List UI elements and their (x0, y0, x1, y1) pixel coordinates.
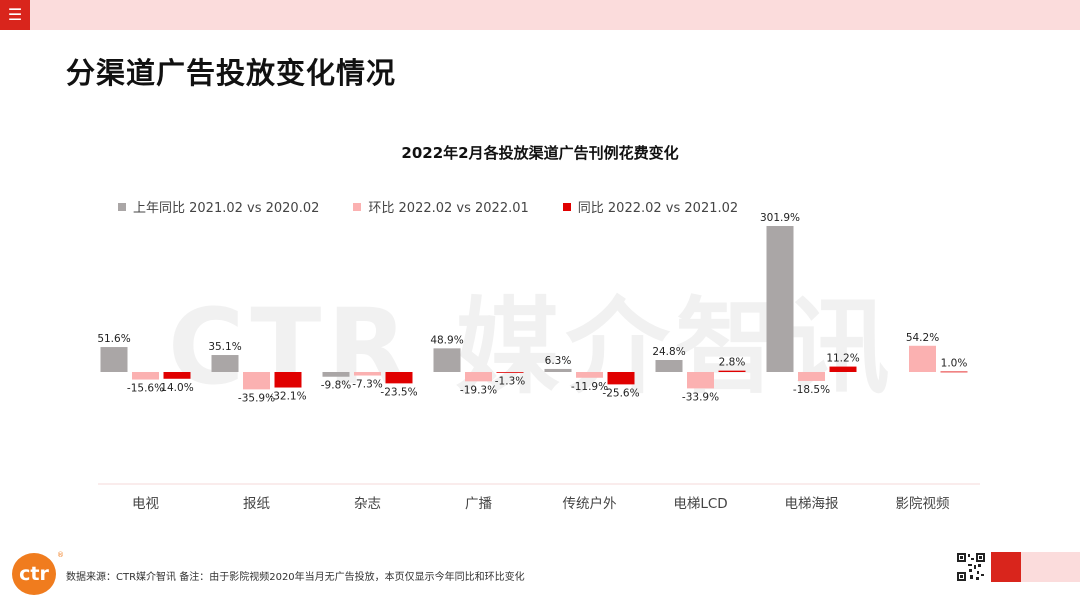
bar-2 (465, 372, 492, 382)
legend-swatch-mom (353, 202, 362, 211)
data-label: 48.9% (430, 334, 463, 346)
corner-block-pink (1021, 552, 1080, 582)
bar-2 (243, 372, 270, 390)
data-label: -25.6% (602, 387, 639, 399)
legend-item-yoy-prev: 上年同比 2021.02 vs 2020.02 (118, 197, 319, 216)
legend-item-yoy: 同比 2022.02 vs 2021.02 (562, 197, 739, 216)
data-label: -18.5% (793, 384, 830, 396)
menu-icon[interactable]: ☰ (0, 0, 30, 30)
data-label: -15.6% (127, 383, 164, 395)
data-label: 35.1% (208, 341, 241, 353)
bar-3 (163, 372, 191, 379)
bar-3 (718, 370, 746, 372)
page-title: 分渠道广告投放变化情况 (66, 56, 397, 90)
bar-2 (576, 372, 603, 378)
bar-1 (655, 360, 683, 372)
bar-2 (354, 372, 381, 376)
data-label: 1.0% (941, 358, 968, 370)
bar-1 (544, 368, 572, 372)
data-label: 2.8% (719, 357, 746, 369)
category-label: 报纸 (243, 496, 270, 512)
category-label: 传统户外 (563, 495, 617, 512)
data-label: -11.9% (571, 381, 608, 393)
chart-legend: 上年同比 2021.02 vs 2020.02 环比 2022.02 vs 20… (118, 197, 738, 216)
bar-3 (607, 372, 635, 385)
data-label: -19.3% (460, 384, 497, 396)
data-label: -33.9% (682, 391, 719, 403)
category-label: 影院视频 (896, 496, 950, 512)
bar-1 (766, 226, 794, 372)
category-label: 电梯LCD (673, 496, 727, 512)
bar-3 (829, 366, 857, 372)
data-label: 6.3% (545, 355, 572, 367)
source-note: 数据来源：CTR媒介智讯 备注：由于影院视频2020年当月无广告投放，本页仅显示… (66, 572, 525, 583)
chart-title: 2022年2月各投放渠道广告刊例花费变化 (401, 144, 679, 162)
legend-label: 同比 2022.02 vs 2021.02 (577, 201, 739, 216)
legend-swatch-yoy (562, 202, 571, 211)
corner-block-red (991, 552, 1021, 582)
bar-3 (385, 372, 413, 384)
data-label: -32.1% (269, 391, 306, 403)
bar-2 (687, 372, 714, 389)
category-label: 杂志 (354, 496, 381, 512)
bar-1 (100, 347, 128, 372)
data-label: 54.2% (906, 332, 939, 344)
bar-3 (496, 372, 524, 373)
data-label: 24.8% (652, 346, 685, 358)
data-label: 14.0% (160, 382, 193, 394)
data-label: -1.3% (495, 376, 525, 388)
legend-swatch-yoy-prev (118, 202, 126, 211)
bar-1 (433, 348, 461, 372)
bar-2 (909, 345, 936, 372)
top-bar (0, 0, 1080, 30)
bar-1 (211, 355, 239, 372)
ctr-logo: ctr (12, 553, 56, 595)
category-label: 电梯海报 (785, 496, 839, 512)
data-label: 51.6% (97, 333, 130, 345)
legend-label: 上年同比 2021.02 vs 2020.02 (133, 201, 320, 216)
bar-2 (798, 372, 825, 381)
legend-item-mom: 环比 2022.02 vs 2022.01 (353, 197, 529, 216)
data-label: -7.3% (352, 379, 382, 391)
data-label: -9.8% (321, 380, 351, 392)
registered-mark: ® (57, 551, 64, 559)
bar-2 (132, 372, 159, 380)
category-label: 广播 (465, 496, 492, 512)
data-label: 301.9% (760, 212, 800, 224)
bar-1 (322, 372, 350, 377)
data-label: -35.9% (238, 392, 275, 404)
bar-3 (274, 372, 302, 388)
bar-3 (940, 371, 968, 373)
category-label: 电视 (132, 496, 159, 512)
legend-label: 环比 2022.02 vs 2022.01 (368, 201, 529, 216)
data-label: 11.2% (826, 353, 859, 365)
qr-code-icon (956, 552, 986, 582)
data-label: -23.5% (380, 386, 417, 398)
